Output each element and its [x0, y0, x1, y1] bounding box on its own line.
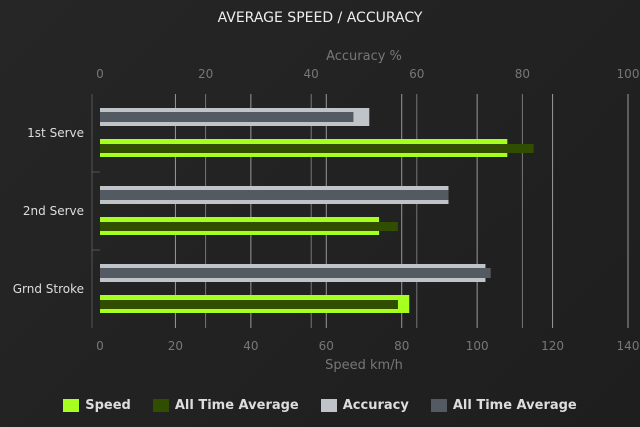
top-tick-label: 40 [304, 67, 319, 81]
legend-item[interactable]: All Time Average [152, 398, 299, 413]
accuracy-average-bar [100, 268, 491, 278]
category-label: 2nd Serve [23, 204, 84, 218]
bottom-tick-label: 40 [243, 339, 258, 353]
bottom-tick-label: 20 [168, 339, 183, 353]
legend-swatch [320, 399, 337, 412]
bottom-axis-label: Speed km/h [325, 358, 403, 373]
bottom-tick-label: 140 [617, 339, 640, 353]
top-axis-label: Accuracy % [326, 49, 402, 64]
bottom-tick-label: 120 [541, 339, 564, 353]
top-tick-label: 100 [617, 67, 640, 81]
category-label: Grnd Stroke [13, 282, 84, 296]
top-tick-label: 20 [198, 67, 213, 81]
legend-label: All Time Average [174, 398, 299, 413]
legend-swatch [63, 399, 80, 412]
legend-swatch [152, 399, 169, 412]
bottom-tick-label: 80 [394, 339, 409, 353]
top-tick-label: 80 [515, 67, 530, 81]
bottom-tick-label: 100 [466, 339, 489, 353]
legend-item[interactable]: Accuracy [320, 398, 409, 413]
legend: Speed All Time Average Accuracy All Time Av… [0, 398, 640, 413]
chart-title: AVERAGE SPEED / ACCURACY [218, 10, 423, 26]
category-label: 1st Serve [27, 126, 84, 140]
accuracy-average-bar [100, 112, 354, 122]
legend-item[interactable]: Speed [63, 398, 131, 413]
bottom-tick-label: 0 [96, 339, 104, 353]
legend-swatch [430, 399, 447, 412]
accuracy-average-bar [100, 190, 449, 200]
legend-label: All Time Average [452, 398, 577, 413]
bottom-tick-label: 60 [319, 339, 334, 353]
top-tick-label: 0 [96, 67, 104, 81]
legend-label: Speed [85, 398, 131, 413]
speed-average-bar [100, 144, 534, 153]
top-tick-label: 60 [409, 67, 424, 81]
speed-average-bar [100, 300, 398, 309]
speed-average-bar [100, 222, 398, 231]
legend-label: Accuracy [342, 398, 409, 413]
legend-item[interactable]: All Time Average [430, 398, 577, 413]
